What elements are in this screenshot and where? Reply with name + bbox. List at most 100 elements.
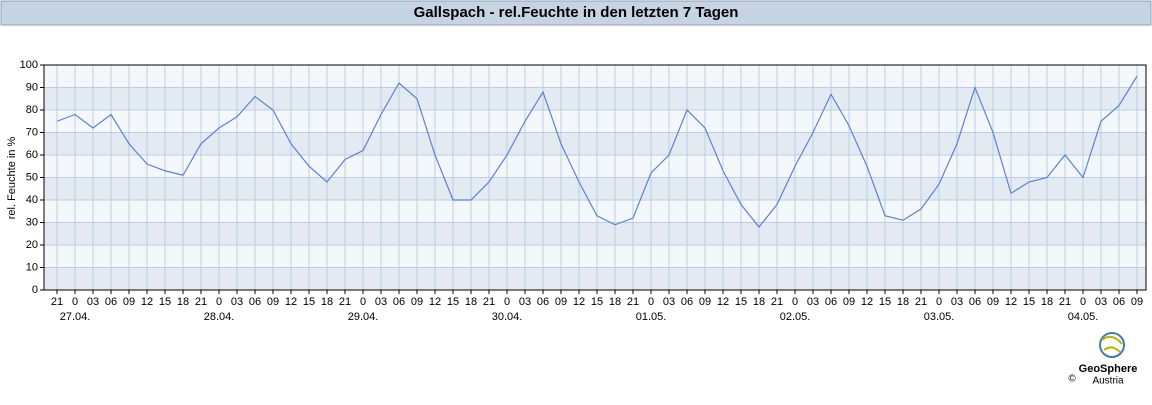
x-tick-label: 09 (843, 296, 855, 308)
x-tick-label: 0 (1080, 296, 1086, 308)
x-tick-label: 18 (177, 296, 189, 308)
x-tick-label: 06 (393, 296, 405, 308)
x-tick-label: 03 (1095, 296, 1107, 308)
x-tick-label: 06 (537, 296, 549, 308)
x-tick-label: 18 (465, 296, 477, 308)
x-tick-label: 12 (1005, 296, 1017, 308)
x-tick-label: 03 (663, 296, 675, 308)
x-tick-label: 0 (72, 296, 78, 308)
x-tick-label: 21 (627, 296, 639, 308)
x-tick-label: 09 (123, 296, 135, 308)
band (44, 245, 1146, 268)
y-tick-label: 70 (26, 126, 38, 138)
band (44, 222, 1146, 245)
x-tick-label: 15 (735, 296, 747, 308)
copyright: © (1068, 374, 1076, 385)
band (44, 155, 1146, 178)
band (44, 87, 1146, 110)
x-tick-label: 21 (339, 296, 351, 308)
x-tick-label: 18 (1041, 296, 1053, 308)
x-tick-label: 0 (792, 296, 798, 308)
band (44, 110, 1146, 133)
logo-icon (1101, 335, 1123, 353)
band (44, 177, 1146, 200)
date-label: 03.05. (924, 311, 955, 323)
x-tick-label: 12 (573, 296, 585, 308)
x-tick-label: 06 (681, 296, 693, 308)
logo-name: GeoSphere (1079, 363, 1138, 375)
x-tick-label: 0 (648, 296, 654, 308)
x-tick-label: 06 (1113, 296, 1125, 308)
date-label: 02.05. (780, 311, 811, 323)
logo-icon (1099, 332, 1125, 358)
y-tick-label: 60 (26, 149, 38, 161)
x-tick-label: 09 (411, 296, 423, 308)
x-tick-label: 21 (771, 296, 783, 308)
x-tick-label: 03 (87, 296, 99, 308)
x-tick-label: 09 (699, 296, 711, 308)
data-line (56, 75, 1138, 228)
x-tick-label: 03 (231, 296, 243, 308)
y-tick-label: 20 (26, 239, 38, 251)
x-tick-label: 15 (447, 296, 459, 308)
y-tick-label: 10 (26, 261, 38, 273)
x-tick-label: 12 (861, 296, 873, 308)
x-tick-label: 09 (267, 296, 279, 308)
x-tick-label: 12 (717, 296, 729, 308)
x-tick-label: 15 (303, 296, 315, 308)
y-tick-label: 100 (20, 59, 38, 71)
x-tick-label: 06 (825, 296, 837, 308)
x-tick-label: 0 (504, 296, 510, 308)
logo-sub: Austria (1092, 376, 1124, 387)
x-tick-label: 0 (360, 296, 366, 308)
x-tick-label: 21 (915, 296, 927, 308)
y-tick-label: 90 (26, 81, 38, 93)
x-tick-label: 21 (1059, 296, 1071, 308)
date-label: 27.04. (60, 311, 91, 323)
date-label: 29.04. (348, 311, 379, 323)
x-tick-label: 09 (987, 296, 999, 308)
band (44, 132, 1146, 155)
x-tick-label: 15 (159, 296, 171, 308)
x-tick-label: 03 (519, 296, 531, 308)
x-tick-label: 12 (141, 296, 153, 308)
x-tick-label: 09 (1131, 296, 1143, 308)
x-tick-label: 21 (483, 296, 495, 308)
date-label: 01.05. (636, 311, 667, 323)
x-tick-label: 09 (555, 296, 567, 308)
x-tick-label: 03 (951, 296, 963, 308)
x-tick-label: 03 (375, 296, 387, 308)
x-tick-label: 06 (105, 296, 117, 308)
x-tick-label: 0 (216, 296, 222, 308)
x-tick-label: 18 (753, 296, 765, 308)
y-axis-label: rel. Feuchte in % (6, 137, 18, 220)
y-tick-label: 50 (26, 171, 38, 183)
plot-border (43, 64, 1147, 291)
date-label: 28.04. (204, 311, 235, 323)
date-label: 30.04. (492, 311, 523, 323)
x-tick-label: 03 (807, 296, 819, 308)
x-tick-label: 18 (321, 296, 333, 308)
chart-title: Gallspach - rel.Feuchte in den letzten 7… (414, 4, 739, 21)
x-tick-label: 15 (591, 296, 603, 308)
date-label: 04.05. (1068, 311, 1099, 323)
y-tick-label: 80 (26, 104, 38, 116)
x-tick-label: 18 (897, 296, 909, 308)
title-bar (0, 0, 1152, 26)
x-tick-label: 06 (969, 296, 981, 308)
y-tick-label: 30 (26, 216, 38, 228)
band (44, 267, 1146, 290)
x-tick-label: 18 (609, 296, 621, 308)
x-tick-label: 06 (249, 296, 261, 308)
x-tick-label: 15 (1023, 296, 1035, 308)
x-tick-label: 21 (51, 296, 63, 308)
x-tick-label: 12 (429, 296, 441, 308)
x-tick-label: 15 (879, 296, 891, 308)
x-tick-label: 12 (285, 296, 297, 308)
y-tick-label: 40 (26, 194, 38, 206)
y-tick-label: 0 (32, 284, 38, 296)
x-tick-label: 0 (936, 296, 942, 308)
x-tick-label: 21 (195, 296, 207, 308)
band (44, 65, 1146, 88)
